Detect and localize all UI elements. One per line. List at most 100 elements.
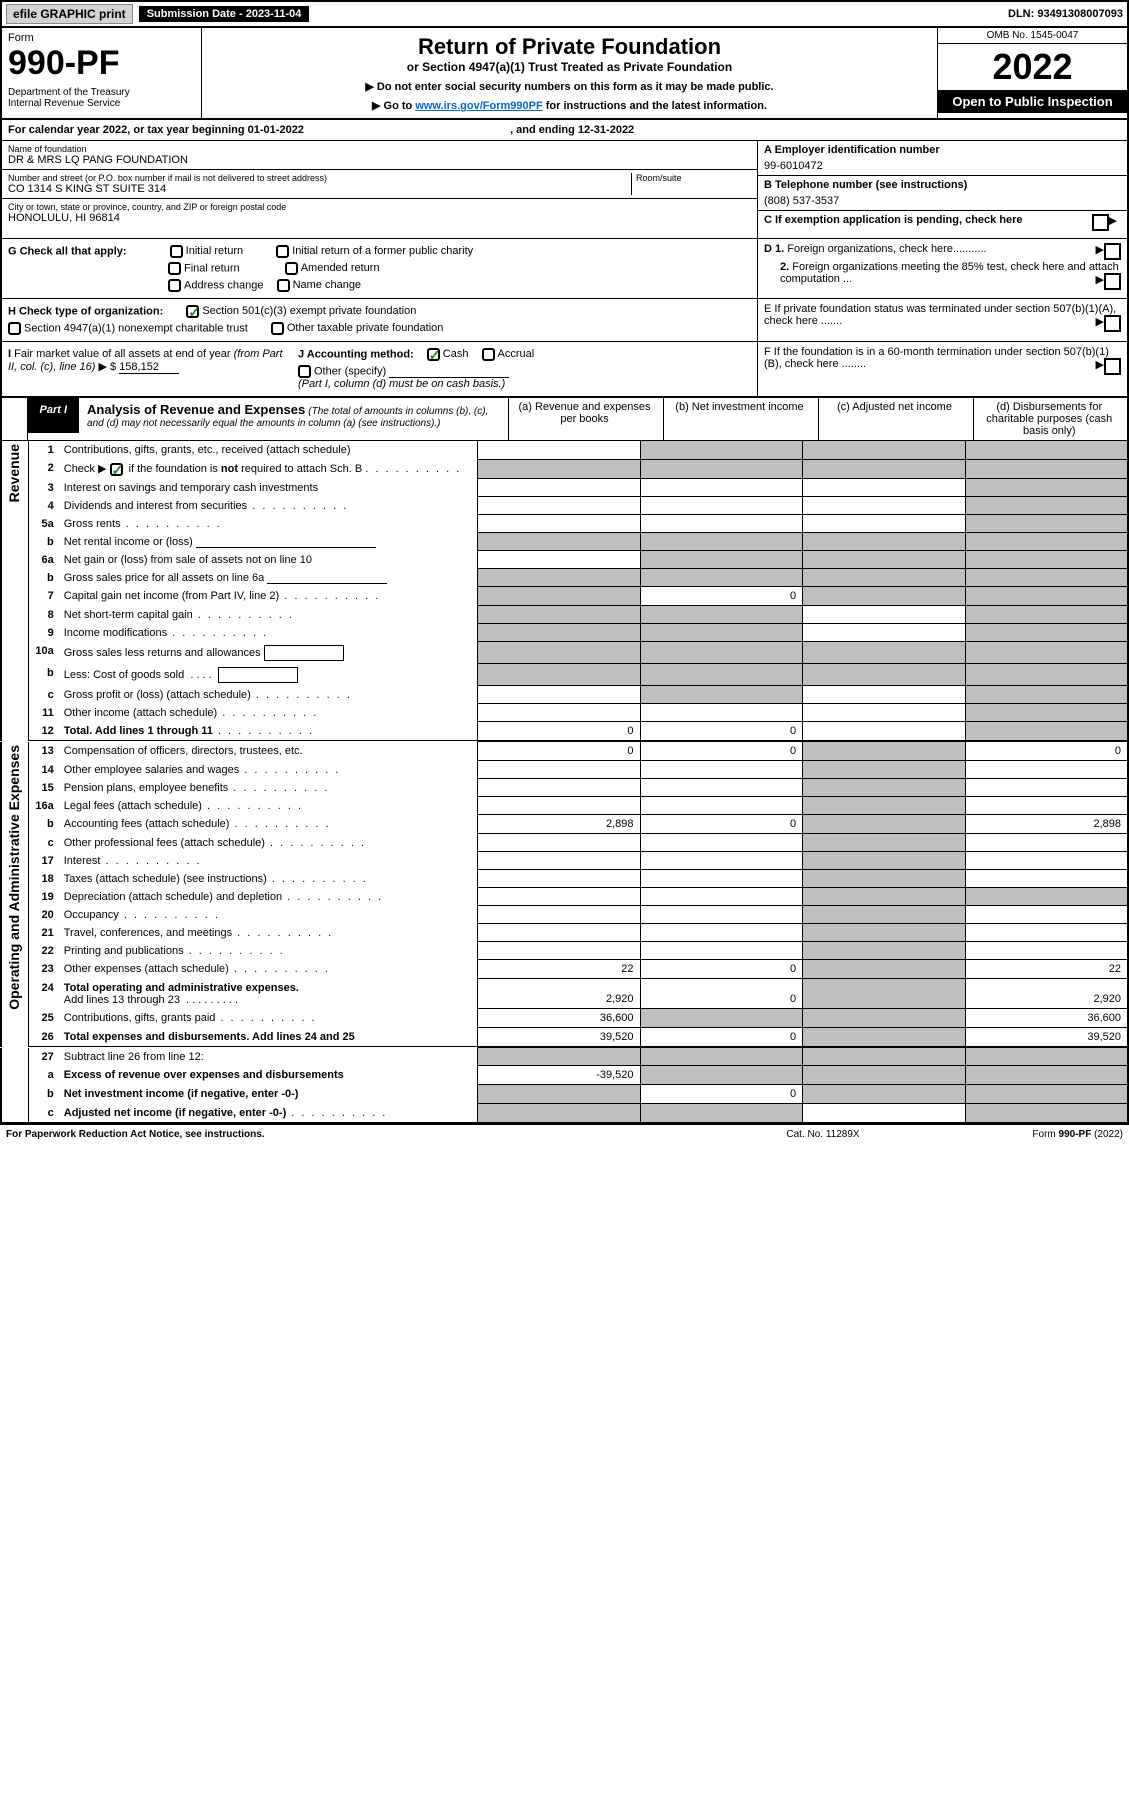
- tel-label: B Telephone number (see instructions): [764, 179, 1121, 191]
- r27a: Excess of revenue over expenses and disb…: [60, 1066, 478, 1085]
- r26-b: 0: [640, 1028, 803, 1047]
- expenses-label: Operating and Administrative Expenses: [6, 745, 22, 1010]
- revenue-table: Revenue 1Contributions, gifts, grants, e…: [0, 440, 1129, 741]
- r24-a: 2,920: [477, 979, 640, 1009]
- g-amended[interactable]: [285, 262, 298, 275]
- r21: Travel, conferences, and meetings: [60, 924, 478, 942]
- r10a: Gross sales less returns and allowances: [60, 642, 478, 664]
- tax-year: 2022: [938, 44, 1127, 90]
- r3: Interest on savings and temporary cash i…: [60, 479, 478, 497]
- cal-pre: For calendar year 2022, or tax year begi…: [8, 124, 248, 136]
- r4: Dividends and interest from securities: [60, 497, 478, 515]
- r12-b: 0: [640, 722, 803, 741]
- j-note: (Part I, column (d) must be on cash basi…: [298, 378, 751, 390]
- submission-date: Submission Date - 2023-11-04: [139, 6, 310, 22]
- g-initial-former[interactable]: [276, 245, 289, 258]
- note-link-post: for instructions and the latest informat…: [543, 100, 767, 112]
- expenses-table: Operating and Administrative Expenses 13…: [0, 741, 1129, 1047]
- e-checkbox[interactable]: [1104, 315, 1121, 332]
- r27b: Net investment income (if negative, ente…: [60, 1085, 478, 1104]
- address: CO 1314 S KING ST SUITE 314: [8, 183, 631, 195]
- r25-a: 36,600: [477, 1009, 640, 1028]
- c-checkbox[interactable]: [1092, 214, 1109, 231]
- r15: Pension plans, employee benefits: [60, 779, 478, 797]
- j1-label: Cash: [443, 348, 469, 360]
- col-a-hdr: (a) Revenue and expenses per books: [508, 398, 663, 440]
- line27-table: 27Subtract line 26 from line 12: aExcess…: [0, 1047, 1129, 1124]
- part1-tab: Part I: [28, 398, 80, 433]
- d1-label: Foreign organizations, check here.......…: [787, 243, 986, 255]
- h-other-taxable[interactable]: [271, 322, 284, 335]
- r1: Contributions, gifts, grants, etc., rece…: [60, 441, 478, 460]
- form-title: Return of Private Foundation: [208, 34, 931, 60]
- r26: Total expenses and disbursements. Add li…: [60, 1028, 478, 1047]
- r13-d: 0: [965, 742, 1128, 761]
- d2-checkbox[interactable]: [1104, 273, 1121, 290]
- g-final[interactable]: [168, 262, 181, 275]
- g3-label: Final return: [184, 262, 240, 274]
- j-other[interactable]: [298, 365, 311, 378]
- j2-label: Accrual: [498, 348, 535, 360]
- r18: Taxes (attach schedule) (see instruction…: [60, 870, 478, 888]
- r10b: Less: Cost of goods sold . . . .: [60, 664, 478, 686]
- j-label: J Accounting method:: [298, 348, 414, 360]
- paperwork-notice: For Paperwork Reduction Act Notice, see …: [6, 1129, 723, 1140]
- r25: Contributions, gifts, grants paid: [60, 1009, 478, 1028]
- r8: Net short-term capital gain: [60, 606, 478, 624]
- h-501c3[interactable]: [186, 305, 199, 318]
- r26-d: 39,520: [965, 1028, 1128, 1047]
- form-no-footer: Form 990-PF (2022): [923, 1129, 1123, 1140]
- e-label: E If private foundation status was termi…: [764, 303, 1116, 327]
- g-initial-return[interactable]: [170, 245, 183, 258]
- g1-label: Initial return: [186, 245, 243, 257]
- r16b-b: 0: [640, 815, 803, 834]
- note-ssn: ▶ Do not enter social security numbers o…: [208, 80, 931, 93]
- r16a: Legal fees (attach schedule): [60, 797, 478, 815]
- cal-begin: 01-01-2022: [248, 124, 304, 136]
- r12: Total. Add lines 1 through 11: [60, 722, 478, 741]
- note-link: ▶ Go to www.irs.gov/Form990PF for instru…: [208, 99, 931, 112]
- r6b: Gross sales price for all assets on line…: [60, 569, 478, 587]
- j-accrual[interactable]: [482, 348, 495, 361]
- irs-link[interactable]: www.irs.gov/Form990PF: [415, 100, 542, 112]
- r13-b: 0: [640, 742, 803, 761]
- r9: Income modifications: [60, 624, 478, 642]
- h-4947[interactable]: [8, 322, 21, 335]
- top-bar: efile GRAPHIC print Submission Date - 20…: [0, 0, 1129, 28]
- g-name-change[interactable]: [277, 279, 290, 292]
- r2-check[interactable]: [110, 463, 123, 476]
- form-number: 990-PF: [8, 44, 195, 83]
- g4-label: Amended return: [301, 262, 380, 274]
- g6-label: Name change: [293, 279, 362, 291]
- ein-label: A Employer identification number: [764, 144, 1121, 156]
- j3-label: Other (specify): [314, 365, 386, 377]
- r23-b: 0: [640, 960, 803, 979]
- f-checkbox[interactable]: [1104, 358, 1121, 375]
- r11: Other income (attach schedule): [60, 704, 478, 722]
- r27c: Adjusted net income (if negative, enter …: [60, 1104, 478, 1123]
- efile-button[interactable]: efile GRAPHIC print: [6, 4, 133, 24]
- j-cash[interactable]: [427, 348, 440, 361]
- col-b-hdr: (b) Net investment income: [663, 398, 818, 440]
- r13: Compensation of officers, directors, tru…: [60, 742, 478, 761]
- r6a: Net gain or (loss) from sale of assets n…: [60, 551, 478, 569]
- g2-label: Initial return of a former public charit…: [292, 245, 473, 257]
- id-block: Name of foundation DR & MRS LQ PANG FOUN…: [0, 141, 1129, 239]
- check-g-d-row: G Check all that apply: Initial return I…: [0, 239, 1129, 299]
- part1-header-table: Part I Analysis of Revenue and Expenses …: [0, 398, 1129, 440]
- g-label: G Check all that apply:: [8, 245, 127, 257]
- form-label: Form: [8, 32, 195, 44]
- g-address-change[interactable]: [168, 279, 181, 292]
- r27b-b: 0: [640, 1085, 803, 1104]
- cal-mid: , and ending: [510, 124, 578, 136]
- r25-d: 36,600: [965, 1009, 1128, 1028]
- r24: Total operating and administrative expen…: [60, 979, 478, 1009]
- omb-number: OMB No. 1545-0047: [938, 28, 1127, 44]
- h1-label: Section 501(c)(3) exempt private foundat…: [202, 305, 416, 317]
- footer: For Paperwork Reduction Act Notice, see …: [0, 1124, 1129, 1144]
- d1-checkbox[interactable]: [1104, 243, 1121, 260]
- part1-title: Analysis of Revenue and Expenses: [87, 402, 305, 417]
- calendar-year-row: For calendar year 2022, or tax year begi…: [0, 120, 1129, 141]
- open-public: Open to Public Inspection: [938, 90, 1127, 113]
- telephone: (808) 537-3537: [764, 195, 1121, 207]
